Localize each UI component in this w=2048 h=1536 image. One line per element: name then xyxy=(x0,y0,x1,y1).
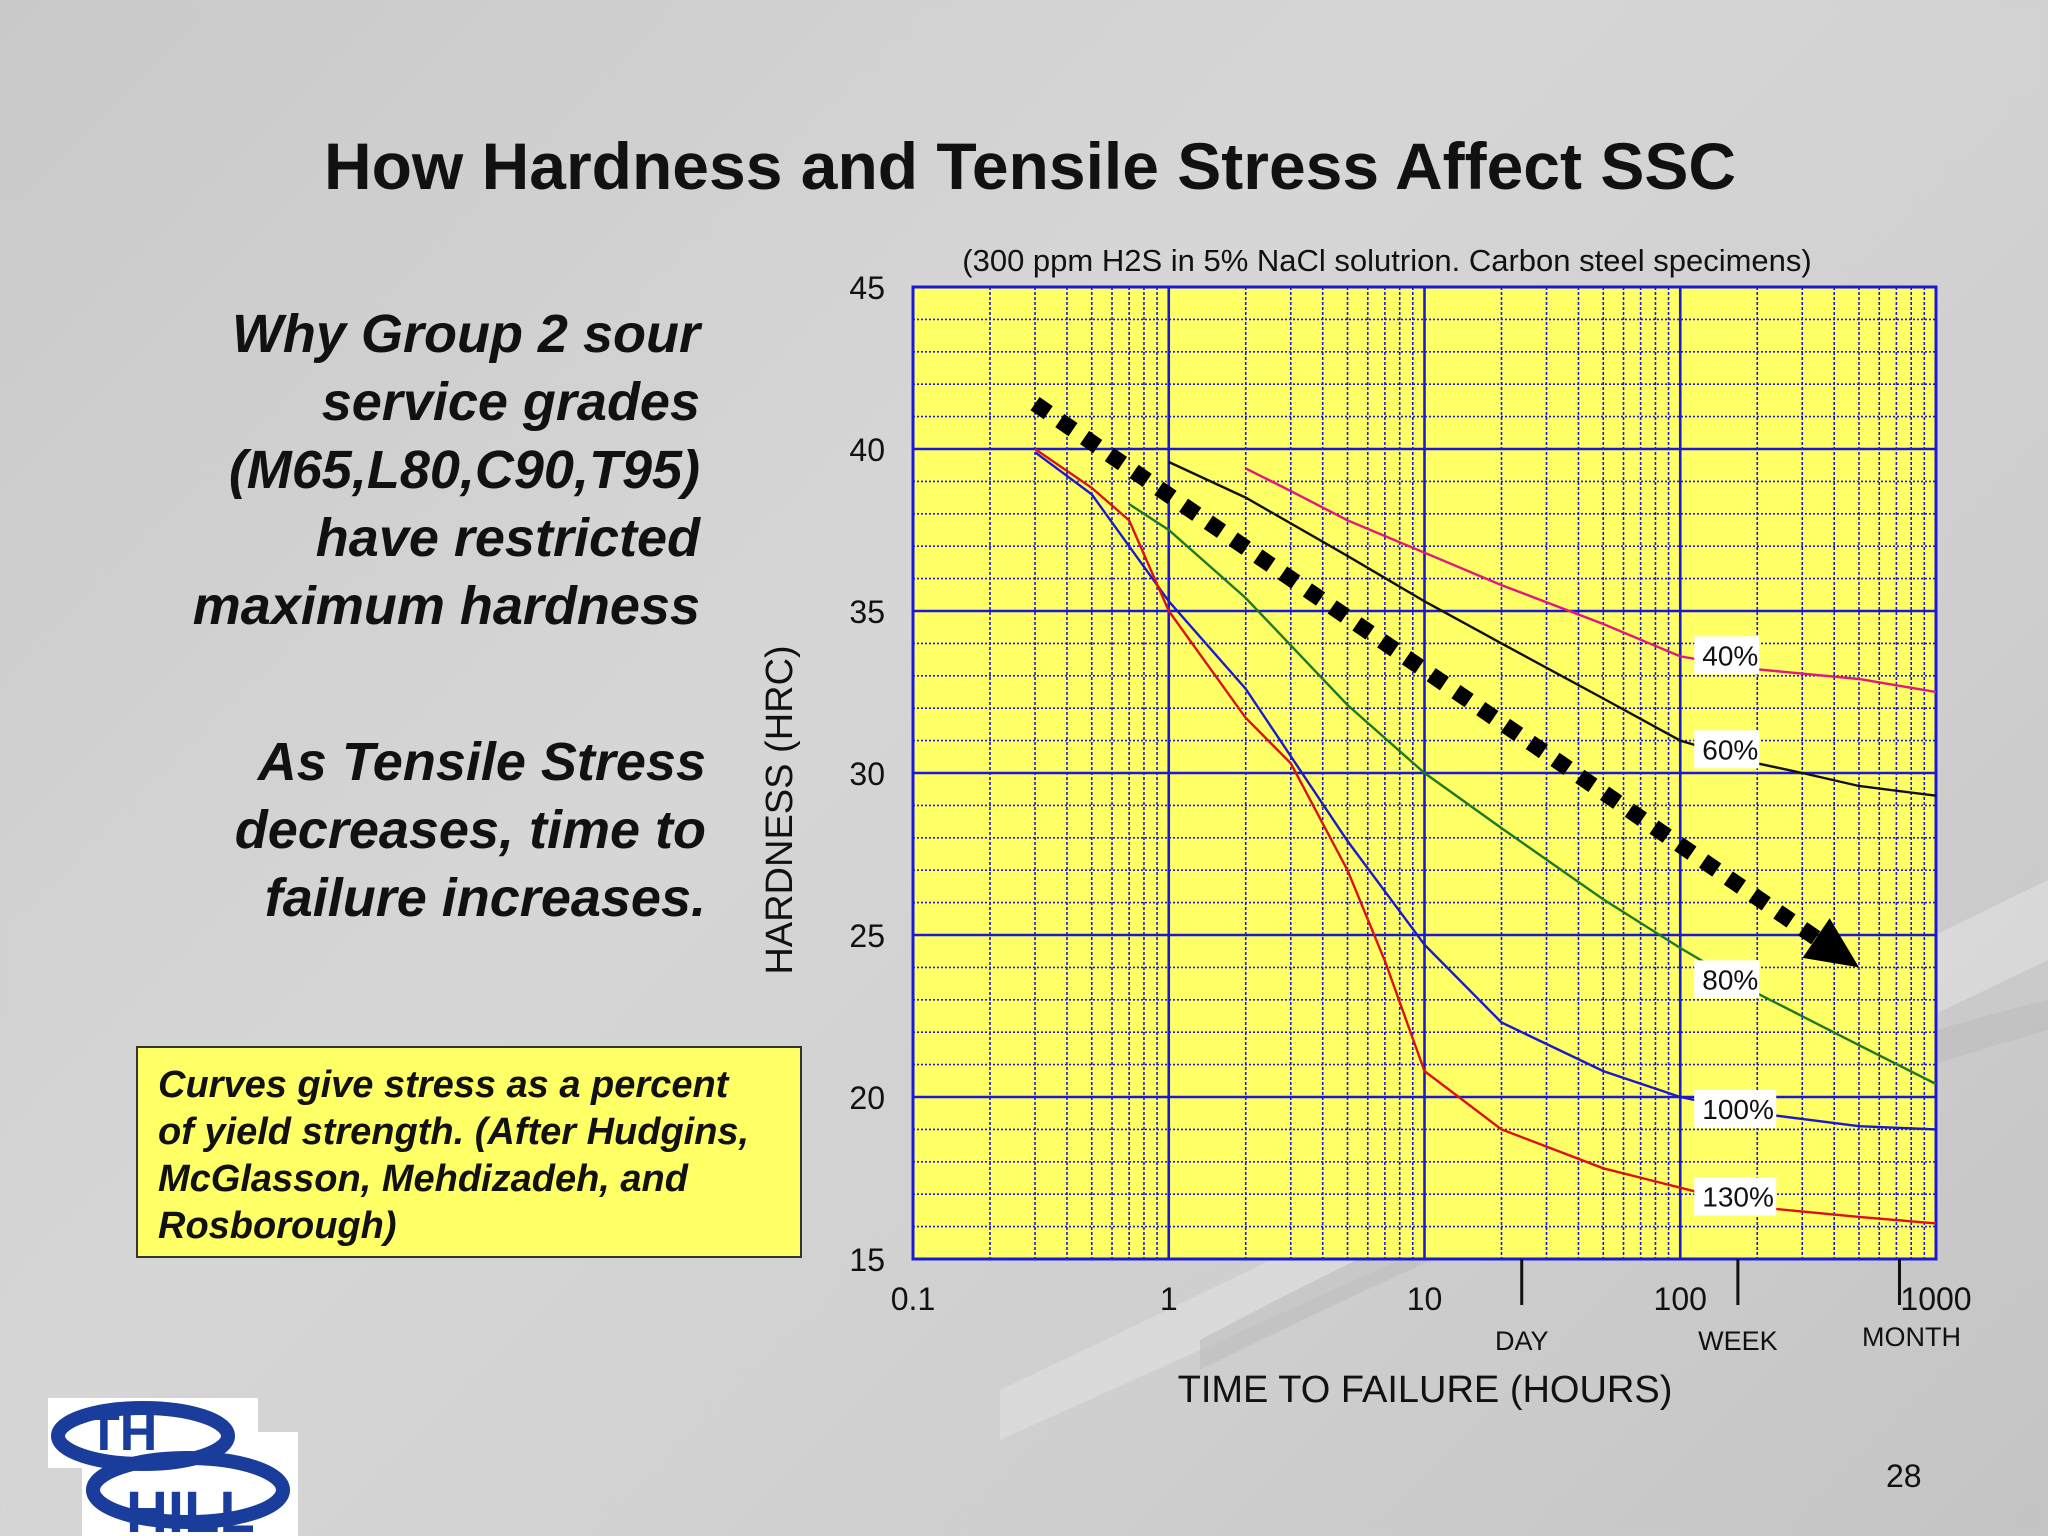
curve-label: 130% xyxy=(1702,1181,1774,1212)
y-tick-label: 40 xyxy=(849,432,885,468)
curve-label: 80% xyxy=(1702,964,1758,995)
time-marker-label: DAY xyxy=(1495,1326,1549,1356)
series-line xyxy=(1245,467,1937,694)
y-tick-label: 20 xyxy=(849,1080,885,1116)
x-tick-label: 0.1 xyxy=(891,1281,935,1317)
trend-arrow-shaft xyxy=(1030,397,1821,945)
series-line xyxy=(1128,503,1937,1086)
bullet-hardness: Why Group 2 sour service grades (M65,L80… xyxy=(192,304,700,636)
x-axis-label: TIME TO FAILURE (HOURS) xyxy=(1178,1369,1673,1411)
slide-title: How Hardness and Tensile Stress Affect S… xyxy=(323,129,1737,203)
curve-label: 60% xyxy=(1702,734,1758,765)
trend-arrow-head xyxy=(1802,918,1860,968)
y-tick-label: 35 xyxy=(849,594,885,630)
curve-label-box xyxy=(1694,960,1760,999)
y-tick-label: 30 xyxy=(849,756,885,792)
y-tick-label: 45 xyxy=(849,270,885,306)
note-box: Curves give stress as a percent of yield… xyxy=(136,1046,802,1258)
curve-label-box xyxy=(1694,636,1760,675)
bullet-tensile-stress: As Tensile Stress decreases, time to fai… xyxy=(234,732,706,928)
x-tick-label: 1 xyxy=(1160,1281,1178,1317)
chart-subtitle: (300 ppm H2S in 5% NaCl solutrion. Carbo… xyxy=(962,243,1811,278)
x-tick-label: 1000 xyxy=(1900,1281,1971,1317)
curve-label-box xyxy=(1694,1177,1777,1216)
svg-text:TH: TH xyxy=(88,1404,157,1462)
curve-label: 100% xyxy=(1702,1094,1774,1125)
x-tick-label: 10 xyxy=(1407,1281,1443,1317)
plot-border xyxy=(911,285,1938,1261)
curve-label-box xyxy=(1694,730,1760,769)
x-tick-label: 100 xyxy=(1654,1281,1707,1317)
svg-text:HILL: HILL xyxy=(126,1480,255,1536)
curve-label-box xyxy=(1694,1089,1777,1128)
time-marker-label: MONTH xyxy=(1862,1322,1961,1352)
y-tick-label: 25 xyxy=(849,918,885,954)
y-tick-label: 15 xyxy=(849,1242,885,1278)
curve-label: 40% xyxy=(1702,640,1758,671)
series-line xyxy=(1168,460,1937,797)
page-number: 28 xyxy=(1886,1458,1922,1494)
y-axis-label: HARDNESS (HRC) xyxy=(759,645,801,974)
company-logo: TH HILL xyxy=(48,1398,298,1536)
time-marker-label: WEEK xyxy=(1698,1326,1778,1356)
